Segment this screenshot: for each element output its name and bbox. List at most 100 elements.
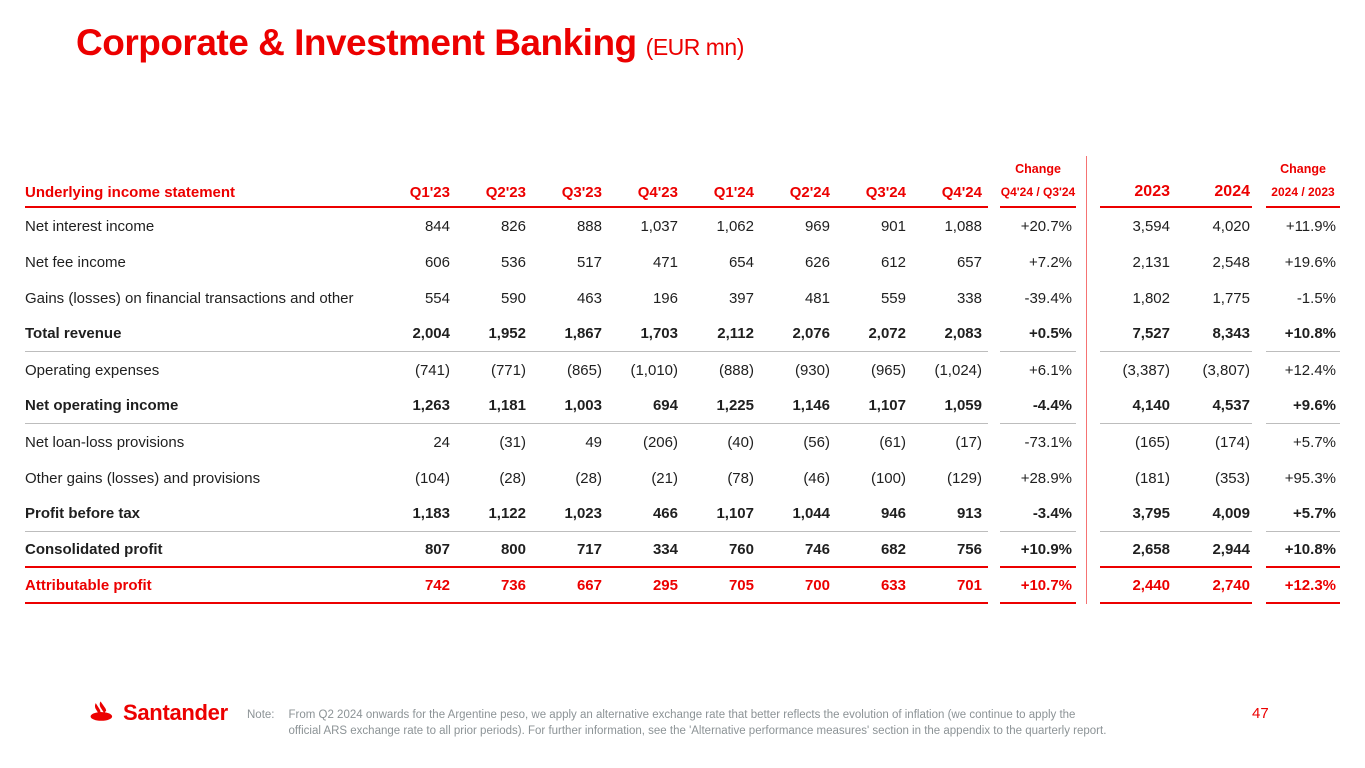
year-change-value: +5.7%	[1293, 505, 1336, 522]
year-value-2023: 3,594	[1132, 217, 1170, 235]
note-text: From Q2 2024 onwards for the Argentine p…	[289, 707, 1107, 739]
quarter-value: 466	[652, 505, 678, 522]
column-header-q4-23: Q4'23	[637, 183, 678, 201]
quarter-value: 844	[424, 217, 450, 235]
quarter-change-value: +20.7%	[1020, 217, 1072, 235]
quarter-value: 1,122	[488, 505, 526, 522]
quarter-value: 913	[956, 505, 982, 522]
column-header-2023: 2023	[1134, 183, 1170, 200]
table-row: Net loan-loss provisions 24 (31) 49 (206) (4…	[25, 424, 1340, 460]
quarter-change-value: -73.1%	[1024, 433, 1072, 451]
row-label: Profit before tax	[25, 505, 141, 522]
quarter-value: 667	[576, 576, 602, 594]
column-header-q1-23: Q1'23	[409, 183, 450, 201]
quarter-value: 705	[728, 576, 754, 594]
quarter-value: (56)	[803, 433, 830, 451]
quarter-value: 559	[880, 289, 906, 307]
table-row: Operating expenses (741) (771) (865) (1,010…	[25, 352, 1340, 388]
table-row: Total revenue 2,004 1,952 1,867 1,703 2,112 2…	[25, 316, 1340, 352]
quarter-value: 654	[728, 253, 754, 271]
quarter-value: 969	[804, 217, 830, 235]
year-value-2024: 2,944	[1212, 540, 1250, 558]
column-header-q1-24: Q1'24	[713, 183, 754, 201]
quarter-value: (21)	[651, 469, 678, 487]
quarter-value: (104)	[414, 469, 450, 487]
quarter-value: (930)	[794, 361, 830, 379]
column-header-2024: 2024	[1214, 183, 1250, 200]
quarter-value: 700	[804, 576, 830, 594]
year-value-2023: 2,440	[1132, 576, 1170, 594]
quarter-value: 554	[424, 289, 450, 307]
quarter-value: 2,072	[868, 325, 906, 342]
year-change-value: +10.8%	[1284, 540, 1336, 558]
year-value-2024: 2,548	[1212, 253, 1250, 271]
quarter-change-value: +0.5%	[1029, 325, 1072, 342]
quarter-value: 24	[433, 433, 450, 451]
quarter-value: (17)	[955, 433, 982, 451]
quarter-value: 1,107	[716, 505, 754, 522]
year-value-2024: (3,807)	[1202, 361, 1250, 379]
quarter-value: 2,083	[944, 325, 982, 342]
year-value-2023: 1,802	[1132, 289, 1170, 307]
quarter-value: (771)	[490, 361, 526, 379]
quarter-value: 1,703	[640, 325, 678, 342]
quarter-value: 694	[652, 397, 678, 414]
quarter-value: 334	[652, 540, 678, 558]
quarter-value: 800	[500, 540, 526, 558]
quarter-value: 612	[880, 253, 906, 271]
quarter-value: 1,062	[716, 217, 754, 235]
income-statement-table: Change Change Underlying income statemen…	[25, 156, 1340, 604]
year-value-2024: (174)	[1214, 433, 1250, 451]
quarter-value: 2,004	[412, 325, 450, 342]
table-header-label: Underlying income statement	[25, 183, 236, 201]
quarter-value: 1,037	[640, 217, 678, 235]
quarter-change-subheader: Q4'24 / Q3'24	[1000, 184, 1076, 199]
quarter-value: 946	[880, 505, 906, 522]
quarter-value: 1,952	[488, 325, 526, 342]
quarter-value: 1,146	[792, 397, 830, 414]
santander-wordmark: Santander	[123, 700, 228, 725]
quarter-value: 606	[424, 253, 450, 271]
quarter-value: (965)	[870, 361, 906, 379]
quarter-value: 888	[576, 217, 602, 235]
table-header-row: Underlying income statement Q1'23 Q2'23 …	[25, 178, 1340, 208]
note-line-2: official ARS exchange rate to all prior …	[288, 725, 1107, 737]
quarter-value: (888)	[718, 361, 754, 379]
row-label: Net loan-loss provisions	[25, 433, 185, 451]
quarter-value: (78)	[727, 469, 754, 487]
note-label: Note:	[247, 709, 275, 721]
year-change-header: Change	[1280, 162, 1326, 176]
quarter-value: 2,112	[717, 325, 754, 342]
quarter-value: (206)	[642, 433, 678, 451]
year-value-2024: 4,020	[1212, 217, 1250, 235]
quarter-value: 397	[728, 289, 754, 307]
quarter-value: 338	[956, 289, 982, 307]
quarter-change-header: Change	[1015, 162, 1061, 176]
table-row: Net fee income 606 536 517 471 654 626 612 657 …	[25, 244, 1340, 280]
quarter-value: 517	[576, 253, 602, 271]
quarter-value: (741)	[414, 361, 450, 379]
quarter-value: 196	[652, 289, 678, 307]
quarter-value: 1,003	[564, 397, 602, 414]
quarter-change-value: -4.4%	[1032, 397, 1072, 414]
quarter-value: 633	[880, 576, 906, 594]
year-value-2023: 7,527	[1132, 325, 1170, 342]
quarter-change-value: +7.2%	[1029, 253, 1072, 271]
year-value-2024: 4,537	[1212, 397, 1250, 414]
year-change-value: +10.8%	[1284, 325, 1336, 342]
year-value-2023: 3,795	[1132, 505, 1170, 522]
table-row: Net interest income 844 826 888 1,037 1,062 9…	[25, 208, 1340, 244]
column-header-q2-23: Q2'23	[485, 183, 526, 201]
table-row: Consolidated profit 807 800 717 334 760 746 68…	[25, 532, 1340, 568]
quarter-value: (1,010)	[630, 361, 678, 379]
year-value-2023: (3,387)	[1122, 361, 1170, 379]
quarter-value: 295	[652, 576, 678, 594]
year-value-2023: 4,140	[1132, 397, 1170, 414]
page-title: Corporate & Investment Banking (EUR mn)	[76, 22, 744, 64]
year-change-value: +12.4%	[1284, 361, 1336, 379]
quarter-value: 1,263	[412, 397, 450, 414]
quarter-value: 471	[652, 253, 678, 271]
footnote: Note: From Q2 2024 onwards for the Argen…	[247, 707, 1177, 739]
quarter-value: 742	[424, 576, 450, 594]
quarter-value: 756	[956, 540, 982, 558]
